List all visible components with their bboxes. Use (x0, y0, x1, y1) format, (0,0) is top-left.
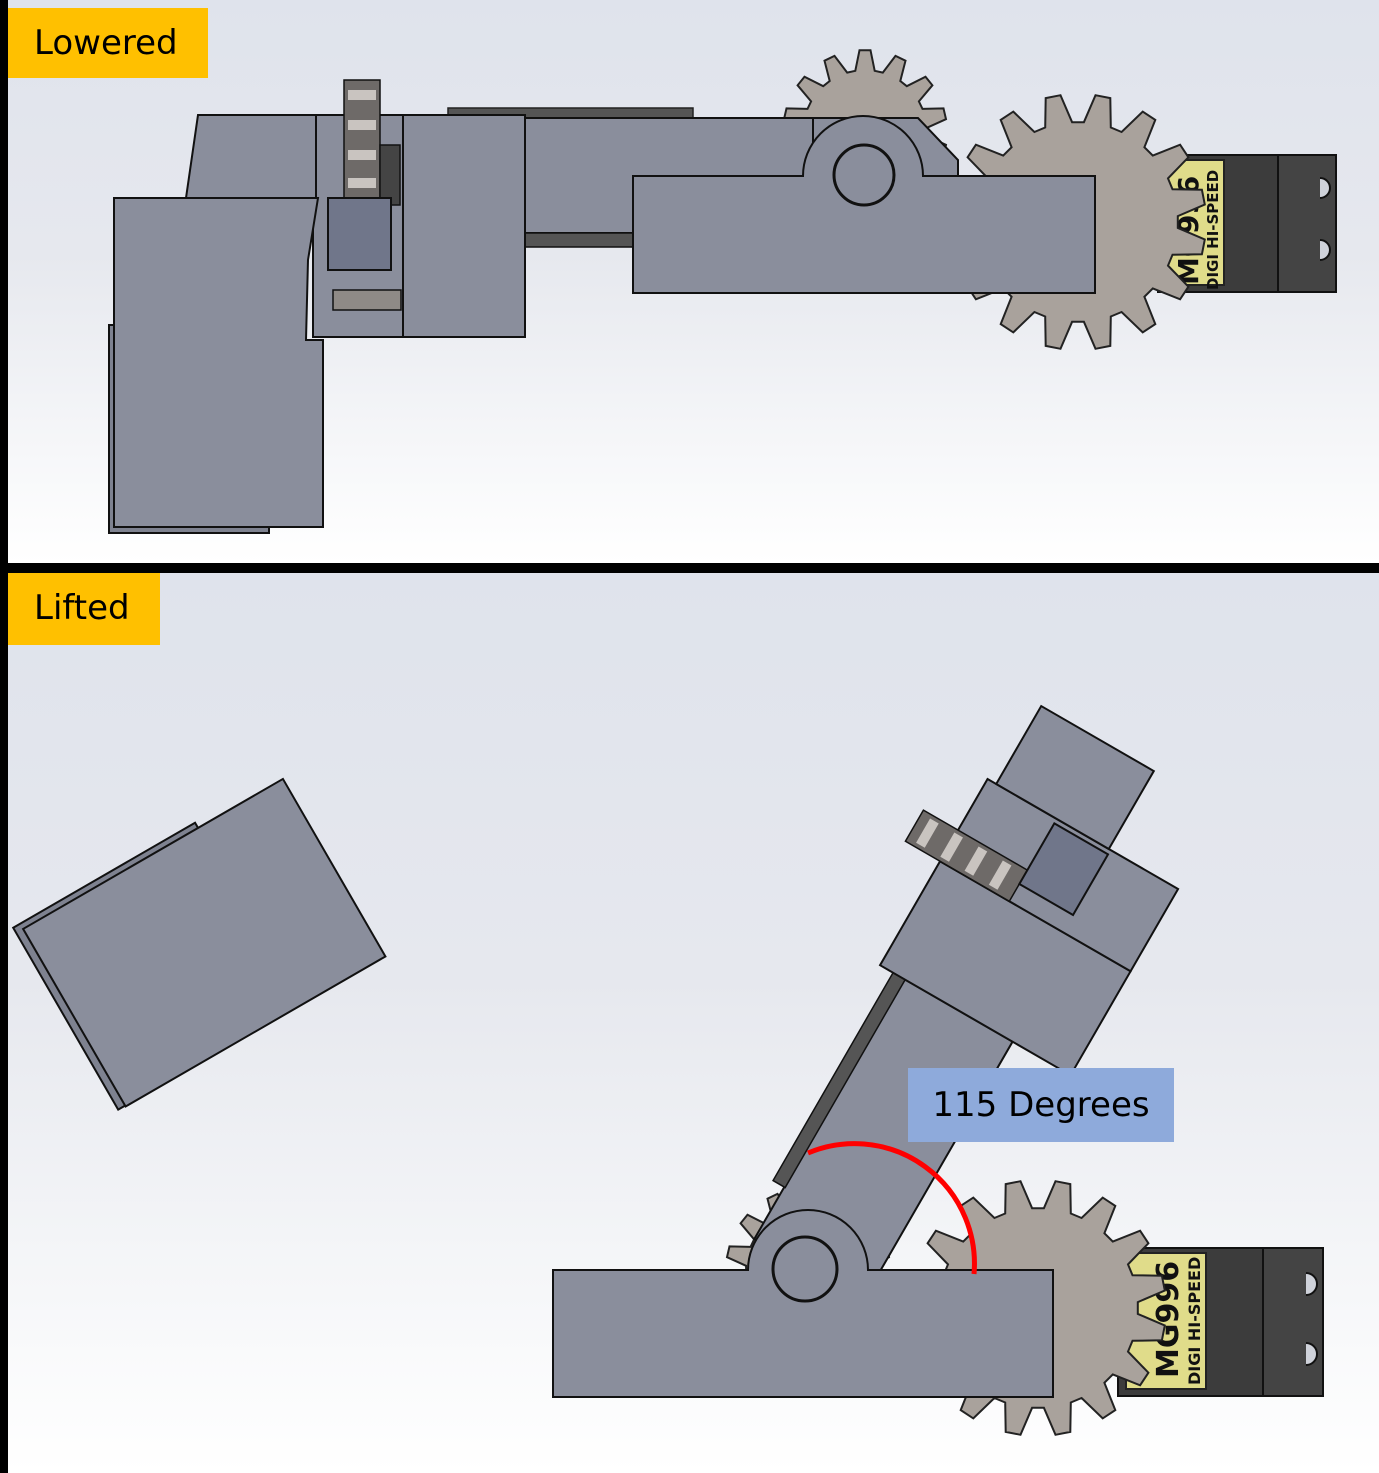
lowered-panel: DIGI HI-SPEED MG996 (8, 0, 1379, 563)
servo-motor: DIGI HI-SPEED MG996 (1157, 154, 1337, 293)
gripper-slider (1017, 821, 1110, 917)
angle-arc (807, 1141, 977, 1275)
gripper-back (184, 114, 317, 199)
pivot-pin (832, 143, 896, 207)
servo-brand-text: DIGI HI-SPEED (1185, 1257, 1204, 1385)
base-plate (552, 1209, 1054, 1398)
servo-brand-text: DIGI HI-SPEED (1204, 170, 1222, 290)
lifted-drawing: DIGI HI-SPEED MG996 (11, 704, 1324, 1436)
gripper-slider (327, 197, 392, 271)
lifted-panel: DIGI HI-SPEED MG996 (8, 573, 1379, 1473)
angle-label: 115 Degrees (908, 1068, 1174, 1142)
pivot-pin (771, 1235, 839, 1303)
lifted-label: Lifted (8, 573, 160, 645)
gripper-pad (332, 289, 402, 311)
gripper-back (994, 704, 1156, 851)
lowered-drawing: DIGI HI-SPEED MG996 (108, 49, 1337, 534)
gripper-finger (113, 197, 324, 528)
wrist-gear (343, 79, 401, 206)
gripper-finger-group (11, 777, 387, 1111)
lowered-label: Lowered (8, 8, 208, 78)
arm-underside (522, 232, 634, 248)
wrist-gear (904, 809, 1029, 903)
wrist-housing (402, 114, 526, 338)
gripper-finger (21, 777, 387, 1108)
